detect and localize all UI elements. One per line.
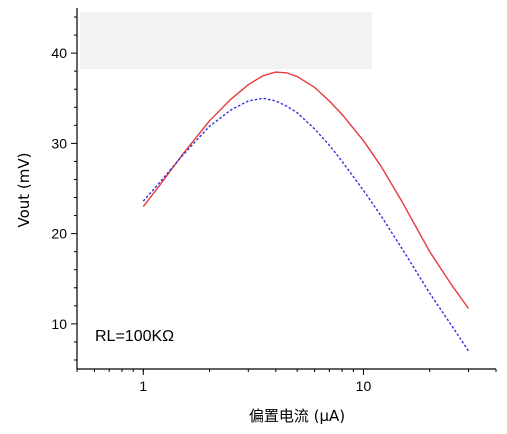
y-tick-label: 30 bbox=[51, 135, 67, 151]
y-tick-label: 10 bbox=[51, 316, 67, 332]
series-1-line bbox=[142, 71, 470, 309]
y-axis-title: Vout (mV) bbox=[15, 152, 33, 227]
x-tick-label: 10 bbox=[356, 378, 372, 394]
load-resistance-annotation: RL=100KΩ bbox=[95, 328, 174, 345]
y-tick-label: 20 bbox=[51, 226, 67, 242]
legend-box bbox=[80, 12, 372, 69]
x-tick-label: 1 bbox=[139, 378, 147, 394]
y-tick-label: 40 bbox=[51, 45, 67, 61]
series-layer bbox=[142, 71, 470, 352]
x-axis-title: 偏置电流 (μA) bbox=[249, 407, 345, 425]
series-2-line bbox=[142, 97, 470, 352]
axes-layer: 10 20 30 40 1 10 bbox=[51, 8, 497, 394]
